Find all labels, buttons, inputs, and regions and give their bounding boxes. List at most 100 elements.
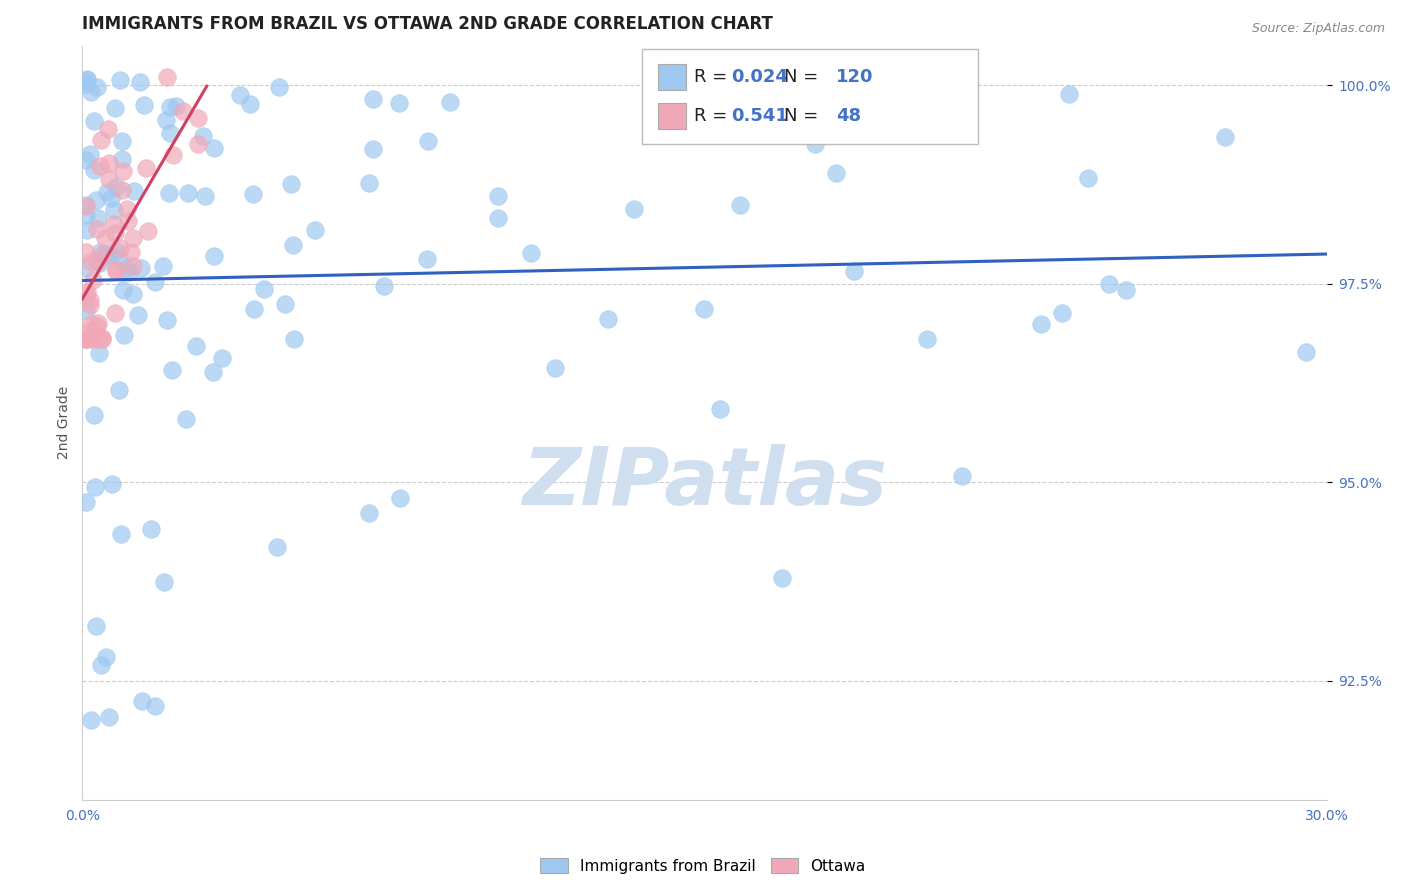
Point <box>127 308 149 322</box>
Text: R =: R = <box>693 107 733 125</box>
Point <box>121 259 143 273</box>
Point <box>128 75 150 89</box>
Point <box>84 619 107 633</box>
Point <box>389 491 412 505</box>
Point <box>79 323 101 337</box>
Point <box>131 694 153 708</box>
Text: ZIPatlas: ZIPatlas <box>522 444 887 522</box>
Point <box>75 304 97 318</box>
Point <box>79 293 101 307</box>
Point <box>359 176 381 190</box>
Point <box>416 252 439 267</box>
Point <box>176 186 198 200</box>
Point <box>83 113 105 128</box>
Point <box>117 214 139 228</box>
Point <box>110 73 132 87</box>
Point <box>108 241 131 255</box>
Point <box>100 191 122 205</box>
Point <box>75 332 97 346</box>
Point <box>86 79 108 94</box>
Point <box>544 360 567 375</box>
Point <box>162 148 184 162</box>
Point <box>136 224 159 238</box>
Point <box>486 211 509 225</box>
Point <box>111 152 134 166</box>
Text: N =: N = <box>785 69 824 87</box>
Point <box>80 318 103 332</box>
Point <box>111 283 134 297</box>
Point <box>274 297 297 311</box>
Point <box>75 332 97 346</box>
Point <box>103 101 125 115</box>
Point <box>75 153 97 167</box>
Point <box>75 198 97 212</box>
Point <box>104 264 127 278</box>
Point <box>83 480 105 494</box>
Point <box>75 260 97 275</box>
Point <box>94 650 117 665</box>
Point <box>108 383 131 397</box>
Point <box>187 136 209 151</box>
Bar <box>658 103 686 128</box>
Point <box>87 316 110 330</box>
Point <box>75 287 97 301</box>
Point <box>239 96 262 111</box>
Point <box>103 202 125 217</box>
Legend: Immigrants from Brazil, Ottawa: Immigrants from Brazil, Ottawa <box>534 852 872 880</box>
Point <box>122 287 145 301</box>
Point <box>304 223 326 237</box>
Point <box>75 332 97 346</box>
Point <box>1057 87 1080 101</box>
Point <box>96 185 118 199</box>
Bar <box>658 64 686 90</box>
FancyBboxPatch shape <box>643 49 979 144</box>
Point <box>174 411 197 425</box>
Point <box>80 714 103 728</box>
Point <box>770 571 793 585</box>
Point <box>253 282 276 296</box>
Point <box>79 298 101 312</box>
Point <box>1098 277 1121 291</box>
Point <box>416 134 439 148</box>
Point <box>486 189 509 203</box>
Point <box>229 88 252 103</box>
Point <box>280 178 302 192</box>
Point <box>129 260 152 275</box>
Point <box>86 211 108 225</box>
Point <box>155 313 177 327</box>
Point <box>159 100 181 114</box>
Point <box>103 217 125 231</box>
Point <box>98 172 121 186</box>
Point <box>104 244 127 258</box>
Point <box>80 255 103 269</box>
Point <box>112 328 135 343</box>
Point <box>115 202 138 217</box>
Point <box>152 259 174 273</box>
Point <box>75 244 97 259</box>
Point <box>153 574 176 589</box>
Point <box>98 248 121 262</box>
Point <box>97 155 120 169</box>
Point <box>202 365 225 379</box>
Point <box>86 318 108 333</box>
Point <box>202 141 225 155</box>
Point <box>89 345 111 359</box>
Point <box>89 245 111 260</box>
Point <box>87 254 110 268</box>
Text: 48: 48 <box>837 107 862 125</box>
Point <box>165 98 187 112</box>
Text: Source: ZipAtlas.com: Source: ZipAtlas.com <box>1251 22 1385 36</box>
Point <box>1295 344 1317 359</box>
Point <box>90 332 112 346</box>
Point <box>134 98 156 112</box>
Point <box>242 187 264 202</box>
Point <box>83 408 105 422</box>
Point <box>84 193 107 207</box>
Point <box>76 72 98 87</box>
Text: IMMIGRANTS FROM BRAZIL VS OTTAWA 2ND GRADE CORRELATION CHART: IMMIGRANTS FROM BRAZIL VS OTTAWA 2ND GRA… <box>83 15 773 33</box>
Point <box>202 249 225 263</box>
Text: 120: 120 <box>837 69 873 87</box>
Point <box>76 223 98 237</box>
Point <box>191 128 214 143</box>
Point <box>75 78 97 92</box>
